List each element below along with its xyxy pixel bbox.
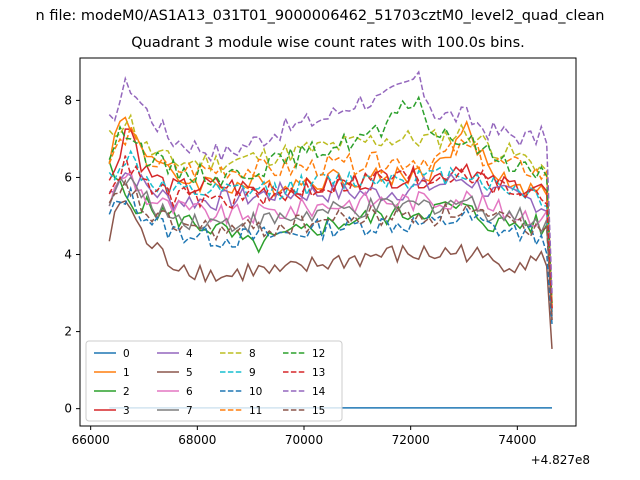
series-line-12 bbox=[108, 95, 553, 305]
series-line-2 bbox=[108, 161, 553, 317]
axes-frame bbox=[79, 57, 577, 427]
series-line-9 bbox=[108, 149, 553, 313]
figure-suptitle: n file: modeM0/AS1A13_031T01_9000006462_… bbox=[0, 8, 640, 24]
legend-label-6: 6 bbox=[186, 386, 193, 398]
series-layer bbox=[108, 70, 553, 409]
series-line-13 bbox=[108, 155, 553, 309]
legend-label-2: 2 bbox=[123, 386, 130, 398]
series-line-10 bbox=[108, 185, 553, 324]
legend-label-1: 1 bbox=[123, 367, 130, 379]
legend-label-4: 4 bbox=[186, 348, 193, 360]
legend-label-3: 3 bbox=[123, 405, 130, 417]
y-tick-label: 2 bbox=[64, 325, 72, 339]
y-tick-label: 6 bbox=[64, 170, 72, 184]
series-line-4 bbox=[109, 171, 553, 313]
legend-label-12: 12 bbox=[312, 348, 325, 360]
legend-label-14: 14 bbox=[312, 386, 326, 398]
y-tick-label: 0 bbox=[64, 402, 72, 416]
x-tick-label: 68000 bbox=[178, 433, 216, 447]
series-line-3 bbox=[108, 128, 553, 309]
series-line-8 bbox=[108, 113, 553, 305]
x-tick-label: 72000 bbox=[392, 433, 430, 447]
figure-suptitle-text: n file: modeM0/AS1A13_031T01_9000006462_… bbox=[35, 8, 605, 24]
series-line-1 bbox=[108, 116, 553, 309]
x-tick-label: 74000 bbox=[498, 433, 536, 447]
legend-label-13: 13 bbox=[312, 367, 325, 379]
series-line-5 bbox=[108, 200, 553, 349]
legend-box bbox=[85, 340, 343, 422]
x-axis: 66000 68000 70000 72000 74000 bbox=[72, 426, 536, 447]
legend-label-15: 15 bbox=[312, 405, 325, 417]
series-line-7 bbox=[108, 175, 553, 321]
legend-label-8: 8 bbox=[249, 348, 256, 360]
legend-label-5: 5 bbox=[186, 367, 193, 379]
y-tick-label: 8 bbox=[64, 93, 72, 107]
y-tick-label: 4 bbox=[64, 248, 72, 262]
x-offset-label: +4.827e8 bbox=[531, 453, 590, 467]
x-tick-label: 66000 bbox=[72, 433, 110, 447]
legend-label-0: 0 bbox=[123, 348, 130, 360]
y-axis: 0 2 4 6 8 bbox=[64, 93, 80, 416]
series-line-11 bbox=[108, 123, 553, 305]
legend-label-11: 11 bbox=[249, 405, 262, 417]
x-tick-label: 70000 bbox=[285, 433, 323, 447]
series-line-14 bbox=[108, 70, 553, 294]
legend-label-10: 10 bbox=[249, 386, 262, 398]
legend-label-7: 7 bbox=[186, 405, 193, 417]
legend-label-9: 9 bbox=[249, 367, 256, 379]
chart-title: Quadrant 3 module wise count rates with … bbox=[131, 35, 525, 51]
